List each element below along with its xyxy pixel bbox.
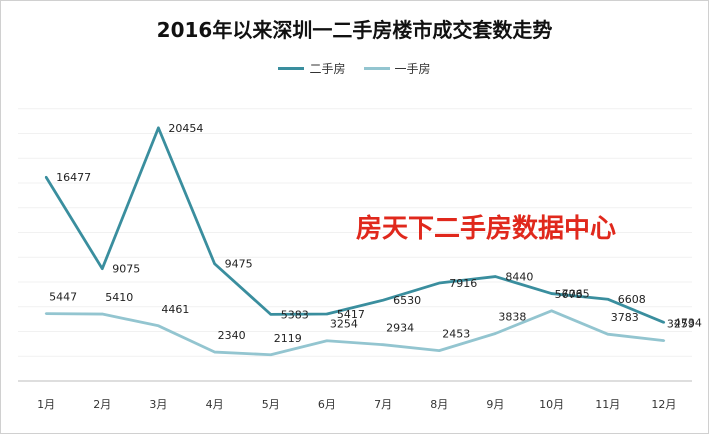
- data-label: 7916: [449, 277, 477, 290]
- data-label: 20454: [168, 122, 203, 135]
- x-tick-label: 10月: [539, 398, 564, 411]
- data-point: [662, 339, 666, 342]
- data-point: [494, 332, 497, 335]
- data-label: 8440: [505, 271, 533, 284]
- data-label: 5410: [105, 291, 133, 304]
- x-tick-label: 7月: [374, 398, 392, 411]
- data-label: 3259: [667, 318, 695, 331]
- x-tick-label: 5月: [262, 398, 280, 411]
- data-label: 2340: [218, 329, 246, 342]
- x-tick-label: 12月: [651, 398, 676, 411]
- data-point: [269, 313, 272, 316]
- data-point: [494, 275, 497, 278]
- data-point: [44, 312, 48, 315]
- x-tick-label: 2月: [93, 398, 111, 411]
- data-label: 9475: [225, 258, 253, 271]
- chart-legend: 二手房 一手房: [0, 60, 709, 76]
- data-label: 5673: [555, 288, 583, 301]
- x-tick-label: 3月: [149, 398, 167, 411]
- data-label: 16477: [56, 171, 91, 184]
- series-line-1: [46, 309, 665, 357]
- data-point: [606, 298, 609, 301]
- data-label: 9075: [112, 263, 140, 276]
- data-label: 5417: [337, 308, 365, 321]
- data-point: [157, 126, 160, 130]
- data-point: [44, 175, 48, 179]
- x-tick-label: 4月: [206, 398, 224, 411]
- chart-title: 2016年以来深圳一二手房楼市成交套数走势: [156, 18, 553, 42]
- data-point: [213, 350, 216, 354]
- data-point: [606, 332, 609, 336]
- x-tick-label: 1月: [37, 398, 55, 411]
- data-point: [325, 339, 329, 342]
- data-point: [381, 343, 385, 346]
- data-label: 5383: [281, 308, 309, 321]
- data-label: 4461: [161, 303, 189, 316]
- series-line-0: [44, 126, 665, 324]
- legend-label-series-0: 二手房: [309, 61, 346, 76]
- data-point: [550, 309, 553, 312]
- data-label: 6530: [393, 294, 421, 307]
- data-point: [662, 321, 666, 324]
- data-label: 2119: [274, 332, 302, 345]
- data-label: 6608: [618, 293, 646, 306]
- data-point: [213, 262, 216, 265]
- data-point: [101, 312, 104, 316]
- legend-swatch-series-0: [278, 66, 305, 70]
- legend-label-series-1: 一手房: [394, 61, 431, 76]
- data-label: 2934: [386, 322, 414, 335]
- watermark-text: 房天下二手房数据中心: [356, 214, 617, 244]
- legend-item-series-0: 二手房: [278, 60, 346, 77]
- data-point: [325, 312, 329, 316]
- data-label: 3254: [330, 318, 358, 331]
- data-point: [381, 298, 385, 302]
- data-point: [550, 292, 553, 295]
- legend-item-series-1: 一手房: [363, 60, 431, 77]
- x-tick-label: 8月: [430, 398, 448, 411]
- data-label: 5447: [49, 291, 77, 304]
- data-point: [157, 324, 160, 327]
- x-tick-label: 11月: [595, 398, 620, 411]
- data-point: [101, 267, 104, 270]
- x-tick-label: 9月: [486, 398, 504, 411]
- data-point: [269, 353, 272, 356]
- x-tick-label: 6月: [318, 398, 336, 411]
- data-point: [438, 349, 441, 352]
- legend-swatch-series-1: [363, 66, 390, 70]
- data-point: [438, 281, 441, 285]
- data-label: 4734: [674, 316, 702, 329]
- data-label: 3783: [611, 311, 639, 324]
- data-label: 3838: [498, 311, 526, 324]
- data-label: 7065: [562, 288, 590, 301]
- data-label: 2453: [442, 328, 470, 341]
